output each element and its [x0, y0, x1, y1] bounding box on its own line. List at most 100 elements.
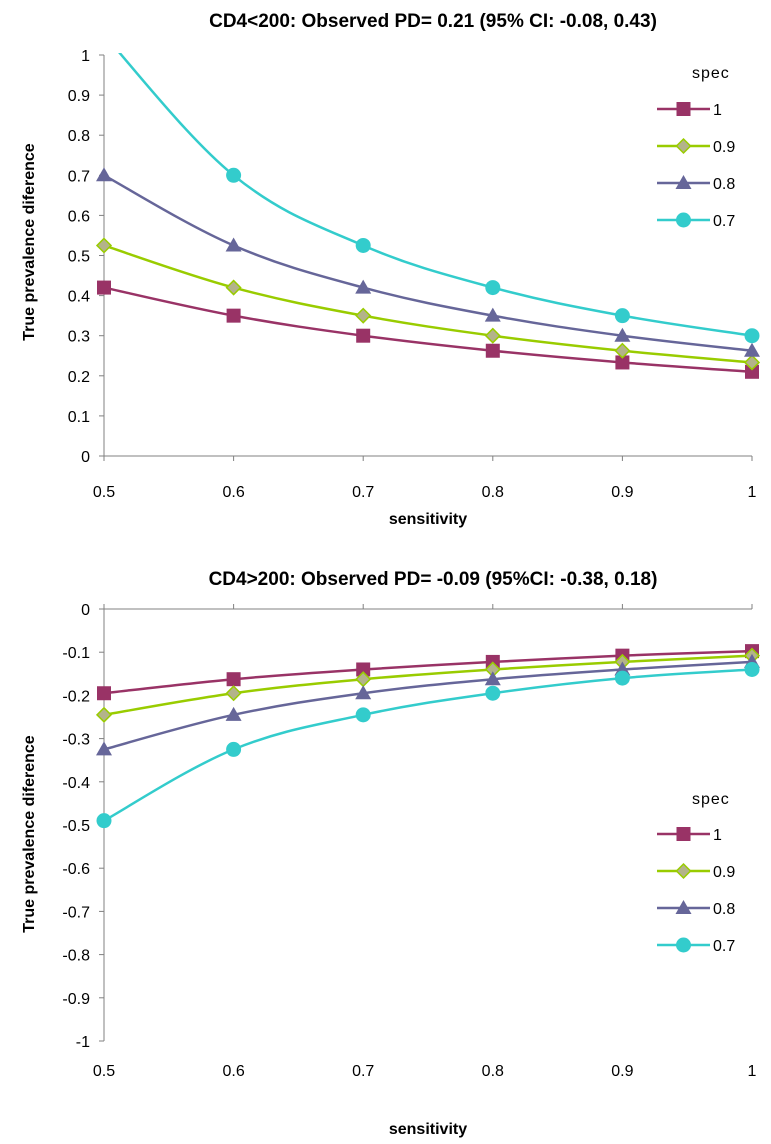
y-tick-label: 0: [81, 602, 90, 619]
data-point: [355, 307, 372, 324]
x-tick-label: 0.9: [611, 1063, 633, 1080]
series-line-spec-0.7: [118, 53, 753, 337]
data-point: [225, 685, 242, 702]
legend-label: 0.8: [713, 176, 735, 193]
series-line-spec-0.8: [103, 174, 753, 352]
legend-title: spec: [692, 791, 730, 808]
x-axis-label: sensitivity: [389, 511, 467, 528]
data-point: [96, 167, 112, 182]
series-line-spec-0.8: [103, 660, 753, 751]
legend-marker: [675, 862, 692, 880]
data-point: [97, 686, 111, 701]
data-point: [744, 328, 760, 344]
y-tick-label: -0.6: [62, 861, 90, 878]
legend-label: 1: [713, 827, 722, 844]
legend: spec 1 0.9 0.8 0.7: [657, 65, 735, 230]
data-point: [743, 354, 761, 371]
data-point: [614, 342, 631, 359]
legend-label: 0.9: [713, 864, 735, 881]
y-tick-label: 0.8: [68, 128, 90, 145]
data-point: [225, 279, 242, 296]
x-tick-label: 0.6: [222, 484, 244, 501]
data-point: [744, 342, 760, 357]
series-layer: [95, 53, 761, 379]
data-point: [95, 706, 113, 723]
y-tick-label: 0: [81, 449, 90, 466]
legend-label: 1: [713, 102, 722, 119]
x-tick-label: 0.8: [482, 1063, 504, 1080]
data-point: [614, 670, 630, 686]
data-point: [225, 237, 242, 252]
chart-title: CD4<200: Observed PD= 0.21 (95% CI: -0.0…: [209, 11, 657, 32]
data-point: [96, 741, 112, 756]
y-tick-label: 0.7: [68, 168, 90, 185]
y-tick-label: 0.1: [68, 409, 90, 426]
x-tick-label: 0.7: [352, 1063, 374, 1080]
x-tick-label: 1: [748, 1063, 757, 1080]
legend: spec 1 0.9 0.8 0.7: [657, 791, 735, 955]
x-axis: 0.5 0.6 0.7 0.8 0.9 1: [93, 604, 757, 1080]
data-point: [355, 707, 371, 723]
y-tick-label: -0.1: [62, 645, 90, 662]
legend-marker: [676, 212, 691, 228]
y-tick-label: -0.8: [62, 948, 90, 965]
y-axis: 0 -0.1 -0.2 -0.3 -0.4 -0.5 -0.6 -0.7 -0.8 -0.9 -1: [62, 602, 105, 1051]
y-tick-label: -0.3: [62, 732, 90, 749]
x-tick-label: 0.8: [482, 484, 504, 501]
chart-cd4-over-200: CD4>200: Observed PD= -0.09 (95%CI: -0.3…: [21, 569, 761, 1138]
x-tick-label: 0.6: [222, 1063, 244, 1080]
y-tick-label: -0.7: [62, 904, 90, 921]
y-tick-label: -1: [76, 1034, 90, 1051]
data-point: [614, 327, 631, 342]
series-line-spec-1: [103, 649, 753, 695]
data-point: [484, 307, 501, 322]
legend-label: 0.9: [713, 139, 735, 156]
y-tick-label: -0.4: [62, 775, 90, 792]
data-point: [484, 327, 501, 344]
data-point: [226, 167, 242, 183]
legend-marker: [675, 900, 692, 914]
x-tick-label: 0.5: [93, 1063, 115, 1080]
data-point: [485, 685, 501, 701]
data-point: [484, 671, 501, 686]
data-point: [614, 308, 630, 324]
y-axis-label: True prevalence diference: [21, 143, 38, 341]
y-tick-label: -0.5: [62, 818, 90, 835]
data-point: [95, 237, 113, 254]
x-tick-label: 1: [748, 484, 757, 501]
y-tick-label: 1: [81, 48, 90, 65]
y-tick-label: 0.4: [68, 289, 90, 306]
data-point: [225, 706, 242, 721]
data-point: [744, 661, 760, 677]
series-line-spec-0.9: [103, 654, 753, 717]
series-line-spec-1: [103, 286, 753, 374]
legend-label: 0.7: [713, 213, 735, 230]
data-point: [615, 355, 630, 370]
data-point: [485, 280, 501, 296]
data-point: [355, 685, 372, 700]
legend-label: 0.8: [713, 901, 735, 918]
legend-title: spec: [692, 65, 730, 82]
y-tick-label: 0.3: [68, 329, 90, 346]
x-axis: 0.5 0.6 0.7 0.8 0.9 1: [93, 455, 757, 501]
data-point: [355, 237, 371, 253]
y-axis: 0 0.1 0.2 0.3 0.4 0.5 0.6 0.7 0.8 0.9 1: [68, 48, 105, 466]
chart-cd4-under-200: CD4<200: Observed PD= 0.21 (95% CI: -0.0…: [21, 11, 761, 528]
data-point: [356, 662, 371, 677]
y-tick-label: 0.9: [68, 88, 90, 105]
x-axis-label: sensitivity: [389, 1121, 467, 1138]
data-point: [485, 343, 500, 358]
y-axis-label: True prevalence diference: [21, 735, 38, 933]
data-point: [226, 672, 241, 687]
data-point: [355, 279, 372, 294]
legend-label: 0.7: [713, 938, 735, 955]
data-point: [745, 364, 759, 379]
legend-marker: [675, 137, 692, 155]
y-tick-label: 0.5: [68, 249, 90, 266]
y-tick-label: 0.2: [68, 369, 90, 386]
data-point: [97, 280, 111, 295]
legend-marker: [676, 102, 691, 116]
x-tick-label: 0.9: [611, 484, 633, 501]
